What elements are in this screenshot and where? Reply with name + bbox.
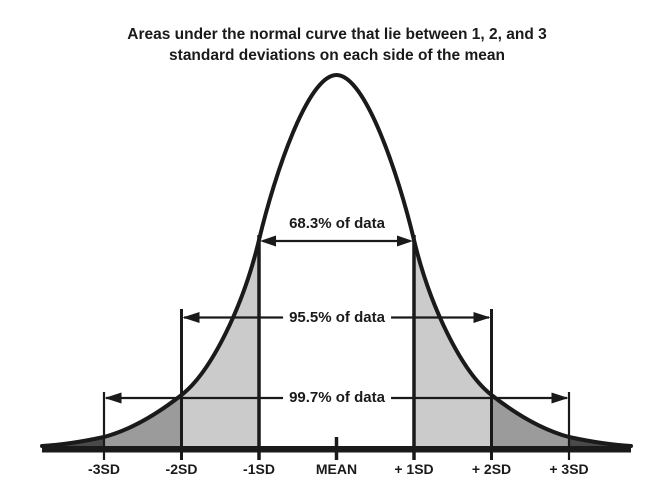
- x-label-pos3sd: + 3SD: [549, 461, 589, 477]
- diagram-title-line2: standard deviations on each side of the …: [169, 47, 505, 64]
- diagram-title-line1: Areas under the normal curve that lie be…: [127, 26, 547, 43]
- percent-label-3sd: 99.7% of data: [283, 389, 391, 406]
- arrow-head-1sd-right: [397, 235, 413, 247]
- arrow-head-2sd-left: [182, 312, 200, 323]
- x-label-neg1sd: -1SD: [243, 461, 275, 477]
- percent-label-2sd: 95.5% of data: [283, 309, 391, 326]
- arrow-head-3sd-left: [104, 392, 122, 404]
- x-label-neg2sd: -2SD: [165, 461, 198, 477]
- diagram-title: Areas under the normal curve that lie be…: [127, 24, 547, 66]
- x-label-pos1sd: + 1SD: [394, 461, 434, 477]
- arrow-head-1sd-left: [260, 235, 276, 247]
- arrow-head-2sd-right: [473, 312, 491, 323]
- arrow-head-3sd-right: [551, 392, 569, 404]
- x-label-mean: MEAN: [315, 461, 358, 477]
- percent-label-1sd: 68.3% of data: [283, 215, 391, 232]
- x-label-pos2sd: + 2SD: [471, 461, 512, 477]
- normal-curve: [40, 72, 633, 448]
- x-label-neg3sd: -3SD: [88, 461, 120, 477]
